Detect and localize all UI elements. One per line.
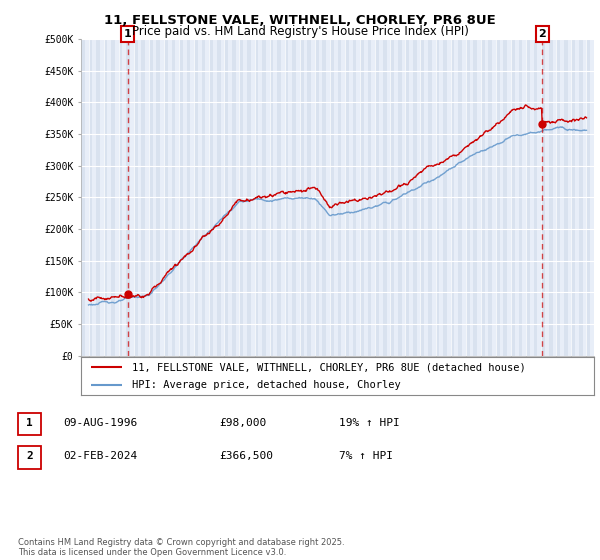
Bar [436, 39, 439, 356]
Bar [413, 39, 417, 356]
Bar [89, 39, 92, 356]
Text: 02-FEB-2024: 02-FEB-2024 [63, 451, 137, 461]
Bar [368, 39, 371, 356]
Bar [111, 39, 115, 356]
Bar [488, 39, 492, 356]
Bar [194, 39, 198, 356]
Bar [254, 39, 258, 356]
Bar [421, 39, 424, 356]
Bar [503, 39, 507, 356]
Bar [466, 39, 470, 356]
Bar [172, 39, 175, 356]
Bar [202, 39, 205, 356]
Bar [473, 39, 477, 356]
Bar [353, 39, 356, 356]
Bar [157, 39, 160, 356]
Bar [142, 39, 145, 356]
Bar [443, 39, 447, 356]
Bar [104, 39, 107, 356]
Bar [345, 39, 349, 356]
Bar [66, 39, 70, 356]
Text: 1: 1 [26, 418, 33, 428]
Text: 19% ↑ HPI: 19% ↑ HPI [339, 418, 400, 428]
Bar [149, 39, 152, 356]
Bar [217, 39, 221, 356]
Text: 2: 2 [26, 451, 33, 461]
Bar [571, 39, 575, 356]
Bar [383, 39, 386, 356]
Bar [300, 39, 304, 356]
Text: 1: 1 [124, 29, 131, 39]
Bar [119, 39, 122, 356]
Text: 7% ↑ HPI: 7% ↑ HPI [339, 451, 393, 461]
Bar [81, 39, 85, 356]
Text: £366,500: £366,500 [219, 451, 273, 461]
Bar [96, 39, 100, 356]
Bar [277, 39, 281, 356]
Bar [579, 39, 583, 356]
Bar [518, 39, 523, 356]
Bar [549, 39, 553, 356]
Bar [496, 39, 500, 356]
Text: HPI: Average price, detached house, Chorley: HPI: Average price, detached house, Chor… [133, 380, 401, 390]
Bar [375, 39, 379, 356]
Bar [164, 39, 168, 356]
Bar [556, 39, 560, 356]
Bar [337, 39, 341, 356]
Bar [526, 39, 530, 356]
Bar [269, 39, 274, 356]
Bar [451, 39, 454, 356]
Text: 2: 2 [539, 29, 546, 39]
Bar [284, 39, 289, 356]
Text: 11, FELLSTONE VALE, WITHNELL, CHORLEY, PR6 8UE (detached house): 11, FELLSTONE VALE, WITHNELL, CHORLEY, P… [133, 362, 526, 372]
Bar [134, 39, 137, 356]
Bar [360, 39, 364, 356]
Bar [187, 39, 190, 356]
Bar [511, 39, 515, 356]
Bar [239, 39, 243, 356]
Bar [247, 39, 251, 356]
Text: 09-AUG-1996: 09-AUG-1996 [63, 418, 137, 428]
Bar [481, 39, 485, 356]
Bar [179, 39, 183, 356]
Bar [533, 39, 538, 356]
Bar [428, 39, 432, 356]
Bar [262, 39, 266, 356]
Bar [322, 39, 326, 356]
Bar [73, 39, 77, 356]
Bar [391, 39, 394, 356]
Bar [224, 39, 228, 356]
Bar [307, 39, 311, 356]
Bar [398, 39, 401, 356]
Bar [126, 39, 130, 356]
Bar [564, 39, 568, 356]
Text: Contains HM Land Registry data © Crown copyright and database right 2025.
This d: Contains HM Land Registry data © Crown c… [18, 538, 344, 557]
Text: 11, FELLSTONE VALE, WITHNELL, CHORLEY, PR6 8UE: 11, FELLSTONE VALE, WITHNELL, CHORLEY, P… [104, 14, 496, 27]
Bar [315, 39, 319, 356]
Text: Price paid vs. HM Land Registry's House Price Index (HPI): Price paid vs. HM Land Registry's House … [131, 25, 469, 38]
Bar [292, 39, 296, 356]
Bar [232, 39, 236, 356]
Bar [541, 39, 545, 356]
Bar [209, 39, 213, 356]
Bar [458, 39, 462, 356]
Text: £98,000: £98,000 [219, 418, 266, 428]
Bar [330, 39, 334, 356]
Bar [594, 39, 598, 356]
Bar [586, 39, 590, 356]
Bar [406, 39, 409, 356]
